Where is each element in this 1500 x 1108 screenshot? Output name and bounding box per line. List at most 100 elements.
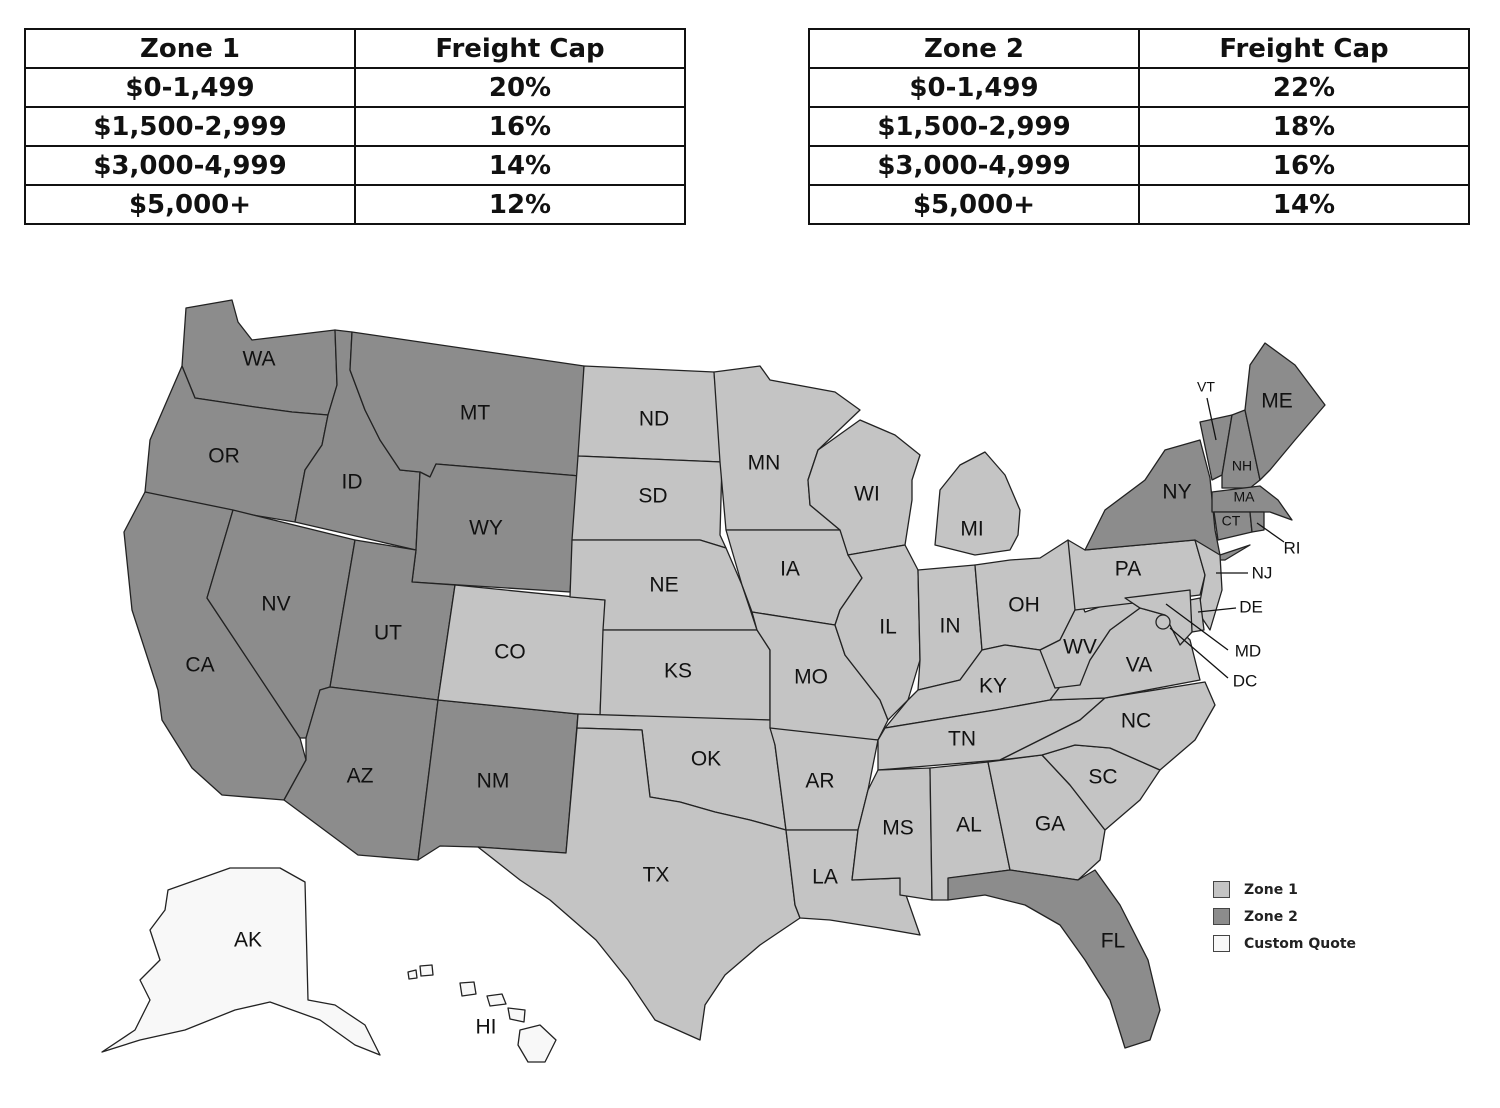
state-TX — [477, 727, 801, 1041]
freight-cap-cell: 20% — [354, 67, 686, 108]
state-DC — [1155, 614, 1171, 630]
leader-line-de — [1197, 607, 1237, 613]
freight-cap-cell: 12% — [354, 184, 686, 225]
legend-swatch-zone-2 — [1213, 908, 1230, 925]
state-label-AK: AK — [234, 929, 262, 952]
state-label-TX: TX — [643, 864, 670, 887]
state-label-CO: CO — [494, 641, 526, 664]
state-label-NE: NE — [649, 574, 678, 597]
zone-2-freight-table: Zone 2 Freight Cap $0-1,499 22% $1,500-2… — [808, 28, 1470, 225]
order-range-cell: $5,000+ — [808, 184, 1140, 225]
state-RI — [1249, 511, 1265, 533]
order-range-cell: $3,000-4,999 — [808, 145, 1140, 186]
state-label-AZ: AZ — [347, 765, 374, 788]
hi-island — [507, 1007, 526, 1023]
state-label-CA: CA — [185, 654, 214, 677]
state-label-LA: LA — [812, 866, 838, 889]
state-label-HI: HI — [476, 1016, 497, 1039]
table-row: $3,000-4,999 16% — [808, 145, 1470, 186]
zone-header: Zone 2 — [808, 28, 1140, 69]
state-label-OR: OR — [208, 445, 240, 468]
freight-cap-cell: 16% — [1138, 145, 1470, 186]
state-label-AL: AL — [956, 814, 982, 837]
label-leader-lines — [1165, 397, 1285, 679]
state-label-OH: OH — [1008, 594, 1040, 617]
state-label-GA: GA — [1035, 813, 1065, 836]
state-label-SD: SD — [638, 485, 667, 508]
state-MI — [934, 451, 1021, 556]
leader-line-md — [1165, 603, 1229, 651]
state-label-ID: ID — [342, 471, 363, 494]
state-NC — [999, 681, 1216, 771]
state-label-PA: PA — [1115, 558, 1141, 581]
legend-label: Zone 2 — [1244, 908, 1298, 925]
state-label-OK: OK — [691, 748, 721, 771]
state-shapes — [101, 299, 1326, 1063]
hi-island — [517, 1024, 557, 1063]
table-row: $5,000+ 14% — [808, 184, 1470, 225]
leader-line-ri — [1256, 522, 1285, 543]
freight-cap-cell: 22% — [1138, 67, 1470, 108]
state-label-WA: WA — [242, 348, 275, 371]
state-label-NJ: NJ — [1252, 563, 1273, 582]
legend-label: Zone 1 — [1244, 881, 1298, 898]
table-row: $1,500-2,999 16% — [24, 106, 686, 147]
state-label-WI: WI — [854, 483, 880, 506]
state-label-MO: MO — [794, 666, 828, 689]
order-range-cell: $0-1,499 — [808, 67, 1140, 108]
state-label-RI: RI — [1284, 538, 1301, 557]
legend-item: Custom Quote — [1213, 930, 1356, 957]
state-MD — [1124, 589, 1193, 646]
leader-line-vt — [1206, 397, 1217, 441]
state-label-NH: NH — [1232, 458, 1252, 474]
state-label-VT: VT — [1197, 379, 1215, 395]
state-label-WY: WY — [469, 517, 503, 540]
state-label-NY: NY — [1162, 481, 1191, 504]
order-range-cell: $3,000-4,999 — [24, 145, 356, 186]
legend-item: Zone 2 — [1213, 903, 1356, 930]
legend-swatch-custom-quote — [1213, 935, 1230, 952]
state-label-IL: IL — [879, 616, 897, 639]
legend-swatch-zone-1 — [1213, 881, 1230, 898]
state-label-AR: AR — [805, 770, 834, 793]
order-range-cell: $5,000+ — [24, 184, 356, 225]
freight-cap-cell: 14% — [1138, 184, 1470, 225]
state-label-MN: MN — [748, 452, 781, 475]
state-label-MA: MA — [1234, 489, 1256, 505]
state-IL — [834, 544, 921, 721]
legend-item: Zone 1 — [1213, 876, 1356, 903]
state-label-UT: UT — [374, 622, 402, 645]
state-label-KY: KY — [979, 675, 1007, 698]
state-label-FL: FL — [1101, 930, 1126, 953]
state-label-ME: ME — [1261, 390, 1293, 413]
freight-cap-header: Freight Cap — [354, 28, 686, 69]
order-range-cell: $0-1,499 — [24, 67, 356, 108]
state-label-MI: MI — [960, 518, 983, 541]
table-header-row: Zone 2 Freight Cap — [808, 28, 1470, 69]
freight-cap-cell: 18% — [1138, 106, 1470, 147]
state-label-NC: NC — [1121, 710, 1151, 733]
legend-label: Custom Quote — [1244, 935, 1357, 952]
state-label-MD: MD — [1235, 641, 1261, 660]
state-label-TN: TN — [948, 728, 976, 751]
state-HI — [407, 964, 557, 1063]
state-MS — [851, 767, 933, 901]
hi-island — [407, 969, 418, 980]
table-row: $0-1,499 20% — [24, 67, 686, 108]
freight-cap-cell: 16% — [354, 106, 686, 147]
state-WI — [807, 419, 921, 556]
state-label-MS: MS — [882, 817, 914, 840]
state-label-DC: DC — [1233, 671, 1258, 690]
order-range-cell: $1,500-2,999 — [808, 106, 1140, 147]
state-label-DE: DE — [1239, 597, 1263, 616]
state-label-IN: IN — [940, 615, 961, 638]
table-row: $5,000+ 12% — [24, 184, 686, 225]
state-label-ND: ND — [639, 408, 669, 431]
order-range-cell: $1,500-2,999 — [24, 106, 356, 147]
table-row: $1,500-2,999 18% — [808, 106, 1470, 147]
hi-island — [459, 981, 477, 997]
state-label-CT: CT — [1222, 513, 1241, 529]
state-label-KS: KS — [664, 660, 692, 683]
hi-island — [486, 993, 507, 1007]
